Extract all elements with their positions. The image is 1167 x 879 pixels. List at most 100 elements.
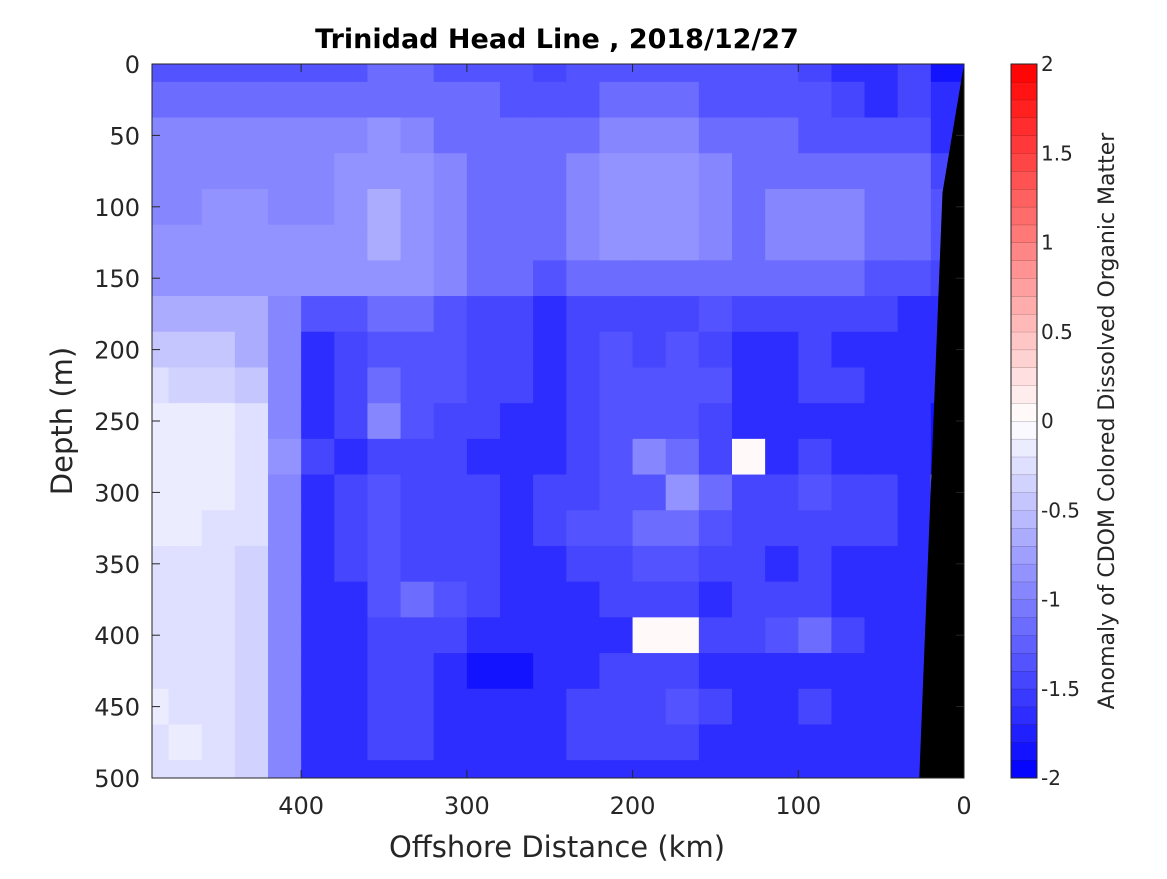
heatmap-cell (433, 153, 468, 190)
colorbar-segment (1010, 742, 1038, 761)
heatmap-cell (152, 224, 170, 261)
heatmap-cell (466, 117, 501, 154)
heatmap-cell (301, 581, 335, 618)
heatmap-cell (168, 331, 203, 369)
heatmap-cell (897, 117, 932, 154)
heatmap-cell (798, 724, 833, 761)
colorbar-segment (1010, 652, 1038, 672)
colorbar-tick-label: 1 (1041, 231, 1054, 255)
heatmap-cell (732, 224, 766, 261)
heatmap-cell (400, 545, 435, 583)
heatmap-cell (798, 653, 833, 690)
colorbar-segment (1010, 99, 1038, 119)
colorbar-segment (1010, 135, 1038, 154)
heatmap-cell (632, 224, 667, 261)
y-tick-label: 350 (94, 551, 140, 579)
heatmap-cell (466, 438, 501, 476)
heatmap-cell (152, 545, 170, 583)
heatmap-cell (765, 224, 799, 261)
heatmap-cell (632, 581, 667, 618)
heatmap-cell (798, 510, 833, 547)
heatmap-cell (433, 474, 468, 511)
heatmap-cell (798, 581, 833, 618)
heatmap-cell (334, 117, 369, 154)
heatmap-cell (798, 438, 833, 476)
heatmap-cell (234, 724, 269, 761)
heatmap-cell (698, 224, 733, 261)
heatmap-cell (632, 367, 667, 404)
heatmap-cell (732, 545, 766, 583)
heatmap-cell (400, 260, 435, 297)
heatmap-cell (798, 153, 833, 190)
heatmap-cell (234, 581, 269, 618)
heatmap-cell (367, 260, 402, 297)
heatmap-cell (201, 438, 236, 476)
heatmap-cell (798, 331, 833, 369)
heatmap-cell (632, 81, 667, 119)
heatmap-cell (864, 581, 899, 618)
y-tick-label: 400 (94, 622, 140, 650)
colorbar-tick-label: -1.5 (1041, 677, 1080, 701)
heatmap-cell (234, 64, 269, 83)
heatmap-cell (831, 581, 866, 618)
heatmap-cell (466, 260, 501, 297)
heatmap-cell (864, 188, 899, 226)
heatmap-cell (698, 367, 733, 404)
heatmap-cell (533, 224, 567, 261)
heatmap-cell (400, 367, 435, 404)
heatmap-cell (897, 474, 932, 511)
heatmap-cell (152, 653, 170, 690)
heatmap-cell (400, 510, 435, 547)
heatmap-cell (599, 438, 634, 476)
heatmap-cell (632, 474, 667, 511)
heatmap-cell (831, 224, 866, 261)
heatmap-cell (268, 260, 302, 297)
heatmap-cell (433, 188, 468, 226)
heatmap-cell (367, 188, 402, 226)
heatmap-cell (533, 117, 567, 154)
heatmap-cell (201, 581, 236, 618)
colorbar-segment (1010, 242, 1038, 261)
colorbar-segment (1010, 295, 1038, 315)
heatmap-cell (500, 224, 534, 261)
heatmap-cell (367, 331, 402, 369)
heatmap-cell (765, 510, 799, 547)
heatmap-cell (732, 296, 766, 333)
heatmap-cell (566, 81, 601, 119)
heatmap-cell (168, 81, 203, 119)
heatmap-cell (732, 438, 766, 476)
heatmap-cell (334, 617, 369, 654)
y-tick-label: 300 (94, 479, 140, 507)
heatmap-cell (234, 188, 269, 226)
heatmap-cell (201, 474, 236, 511)
heatmap-cell (234, 224, 269, 261)
heatmap-cell (698, 581, 733, 618)
heatmap-cell (433, 545, 468, 583)
heatmap-cell (152, 64, 170, 83)
heatmap-cell (152, 438, 170, 476)
colorbar-segment (1010, 117, 1038, 136)
heatmap-cell (533, 188, 567, 226)
colorbar-tick-label: 0.5 (1041, 320, 1073, 344)
heatmap-cell (201, 510, 236, 547)
colorbar-tick-label: -1 (1041, 588, 1061, 612)
heatmap-cell (334, 510, 369, 547)
heatmap-cell (599, 331, 634, 369)
heatmap-cell (566, 153, 601, 190)
heatmap-cell (400, 117, 435, 154)
heatmap-cell (798, 81, 833, 119)
heatmap-cell (698, 760, 733, 778)
heatmap-cell (732, 760, 766, 778)
heatmap-cell (168, 545, 203, 583)
heatmap-cell (566, 260, 601, 297)
y-axis-ticks: 0 50 100 150 200 250 300 350 400 450 500 (94, 51, 964, 793)
heatmap-cell (234, 510, 269, 547)
heatmap-cell (301, 331, 335, 369)
heatmap-cell (334, 153, 369, 190)
heatmap-cell (632, 438, 667, 476)
heatmap-cell (533, 438, 567, 476)
heatmap-cell (765, 81, 799, 119)
heatmap-cell (897, 153, 932, 190)
heatmap-cell (367, 760, 402, 778)
